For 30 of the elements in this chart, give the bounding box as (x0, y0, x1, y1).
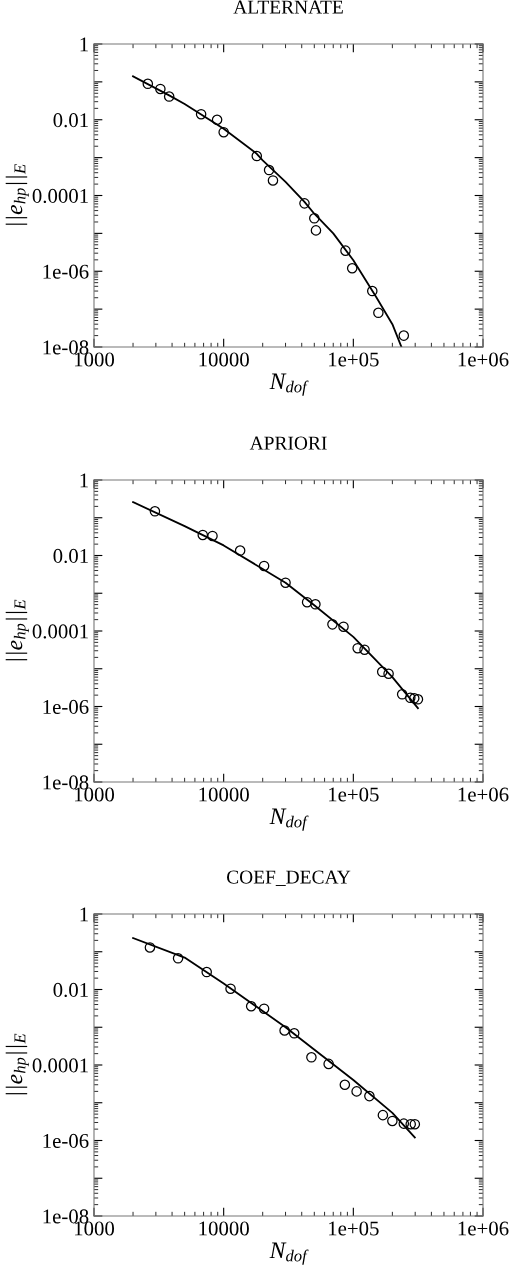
y-tick-label: 1 (80, 907, 88, 922)
y-tick-label: 0.01 (53, 113, 88, 128)
y-tick-label: 0.01 (53, 548, 88, 564)
x-tick-label: 1e+06 (458, 352, 509, 367)
y-axis-title: ||e$_{hp}$||$_{E}$ (5, 164, 29, 225)
chart-title: COEF_DECAY (226, 870, 351, 886)
x-tick-label: 10000 (199, 1221, 249, 1236)
chart-title: APRIORI (249, 436, 327, 450)
x-tick-label: 1e+05 (329, 787, 379, 802)
y-tick-label: 0.01 (53, 982, 88, 998)
x-tick-label: 1e+06 (458, 787, 509, 802)
y-axis-title: ||e$_{hp}$||$_{E}$ (5, 599, 29, 661)
y-tick-label: 0.0001 (32, 188, 88, 204)
x-axis-title: N$_{dof}$ (269, 373, 309, 396)
y-tick-label: 1 (80, 37, 88, 52)
x-axis-title: N$_{dof}$ (269, 1242, 309, 1265)
y-axis-title: ||e$_{hp}$||$_{E}$ (5, 1033, 29, 1095)
y-tick-label: 0.0001 (32, 1058, 88, 1073)
y-tick-label: 1e-06 (43, 264, 89, 279)
x-axis-title: N$_{dof}$ (269, 808, 309, 831)
y-tick-label: 1e-06 (43, 699, 89, 714)
x-tick-label: 1e+06 (458, 1221, 509, 1236)
y-tick-label: 0.0001 (32, 624, 88, 639)
x-tick-label: 1e+05 (329, 1221, 379, 1236)
y-tick-label: 1e-06 (43, 1133, 89, 1148)
x-tick-label: 10000 (199, 787, 249, 802)
x-tick-label: 10000 (199, 352, 249, 367)
chart-title: ALTERNATE (233, 0, 343, 14)
y-tick-label: 1 (80, 473, 88, 488)
x-tick-label: 1e+05 (329, 352, 379, 367)
